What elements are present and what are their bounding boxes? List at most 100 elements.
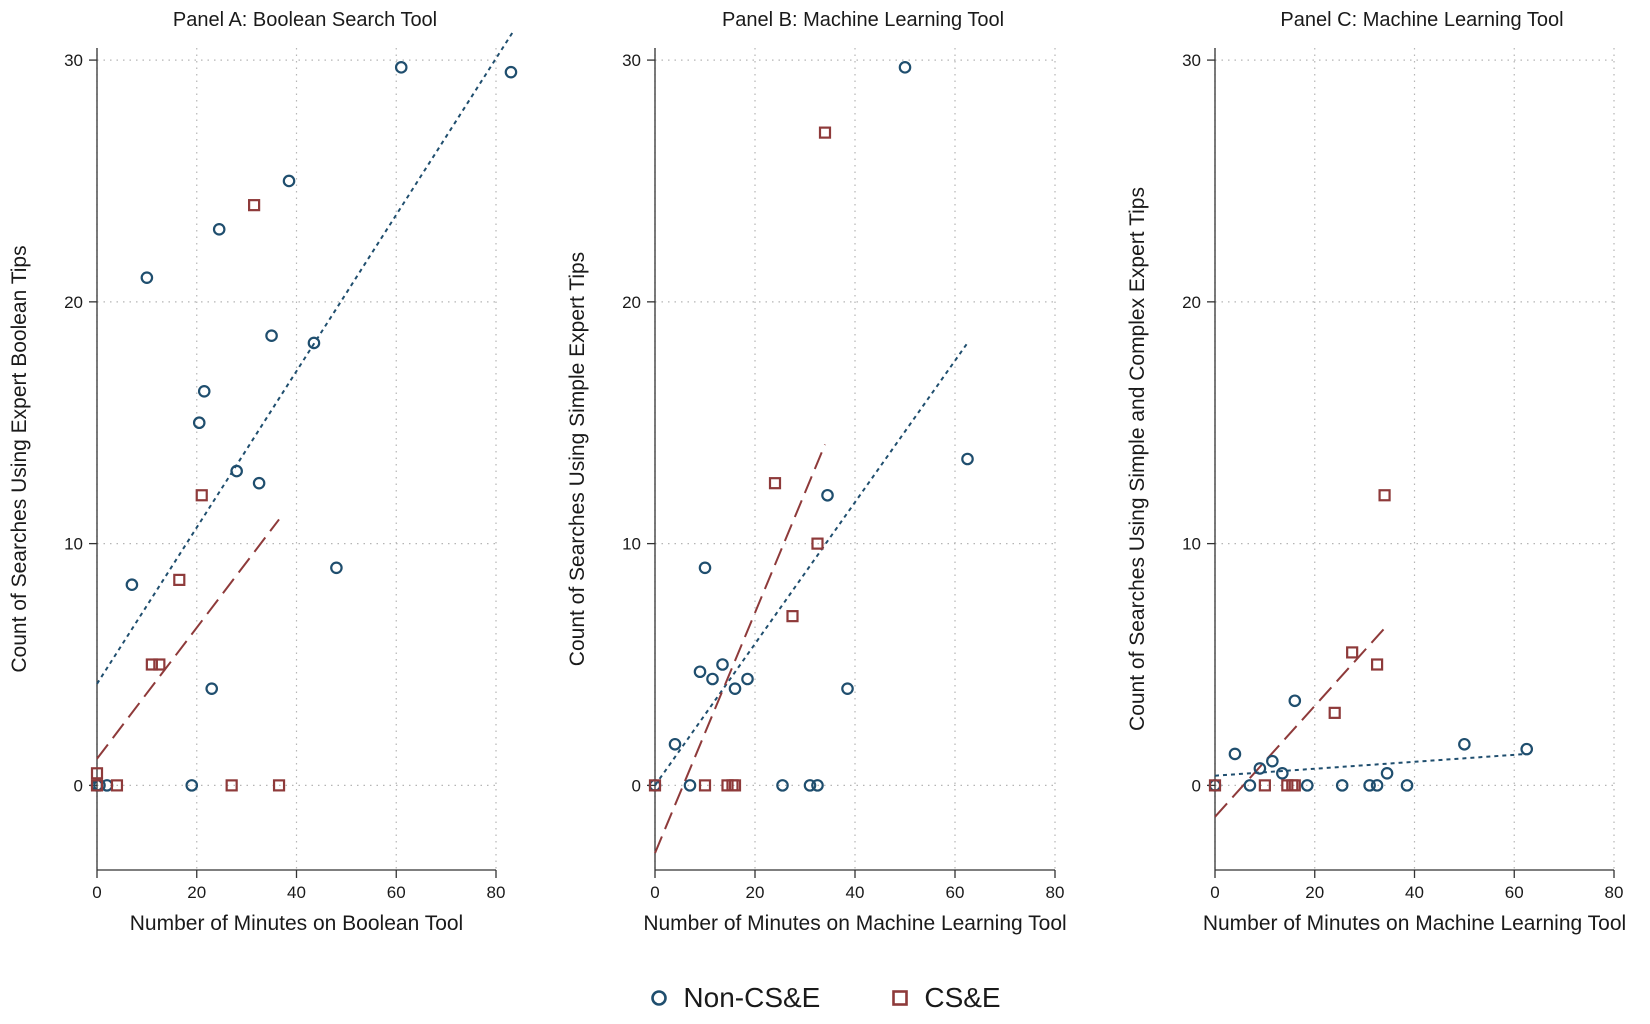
panel-b-title: Panel B: Machine Learning Tool	[722, 9, 1004, 31]
panel-b-x-tick-label: 60	[946, 883, 965, 902]
panel-c-y-axis-label: Count of Searches Using Simple and Compl…	[1126, 187, 1149, 731]
panel-a-x-tick-label: 40	[287, 883, 306, 902]
panel-a-point-non-cse	[265, 329, 278, 342]
panel-c-point-non-cse	[1400, 779, 1414, 792]
panel-c-point-non-cse	[1276, 766, 1289, 780]
panel-a-point-cse	[90, 779, 104, 792]
panel-a-point-non-cse	[394, 61, 408, 74]
panel-a-point-cse	[173, 573, 186, 586]
panel-b-point-non-cse	[698, 561, 712, 575]
panel-a-point-non-cse	[212, 223, 226, 236]
panel-a-x-tick-label: 60	[387, 883, 406, 902]
panel-a-y-tick-label: 10	[64, 535, 83, 554]
panel-a-point-cse	[90, 767, 104, 780]
panel-c-point-cse	[1258, 779, 1271, 792]
panel-c-point-cse	[1378, 489, 1391, 502]
panel-b-point-non-cse	[706, 672, 719, 686]
panel-b-y-tick-label: 10	[622, 535, 641, 554]
panel-b-point-cse	[811, 537, 824, 550]
legend-item-cse: CS&E	[890, 982, 1001, 1014]
panel-c-x-tick-label: 40	[1405, 883, 1424, 902]
panel-b-point-non-cse	[841, 682, 854, 695]
panel-c-y-tick-label: 20	[1182, 293, 1201, 312]
panel-b-point-cse	[728, 779, 742, 792]
panel-c-x-axis-label: Number of Minutes on Machine Learning To…	[1203, 912, 1626, 935]
panel-a-point-cse	[145, 658, 158, 671]
panel-a-point-non-cse	[185, 779, 199, 792]
panel-a-point-non-cse	[140, 271, 154, 284]
panel-b-y-tick-label: 20	[622, 293, 641, 312]
panel-b-point-cse	[768, 477, 782, 490]
panel-b-point-cse	[786, 610, 799, 623]
panel-b-point-non-cse	[741, 672, 754, 686]
panel-a-point-non-cse	[205, 682, 219, 695]
panel-a-x-tick-label: 80	[487, 883, 506, 902]
legend-square-marker	[892, 990, 909, 1006]
panel-a-title: Panel A: Boolean Search Tool	[173, 9, 437, 31]
panel-c-point-non-cse	[1266, 754, 1279, 768]
panel-c-point-non-cse	[1520, 742, 1534, 756]
panel-c-x-tick-label: 0	[1210, 883, 1219, 902]
panel-c-fit-line-cse	[1214, 627, 1386, 818]
panel-b-x-tick-label: 80	[1046, 883, 1065, 902]
panel-b-x-tick-label: 40	[846, 883, 865, 902]
panel-a-y-axis-label: Count of Searches Using Expert Boolean T…	[8, 245, 31, 672]
panel-b-point-non-cse	[821, 488, 834, 502]
panel-c-x-tick-label: 20	[1305, 883, 1324, 902]
legend-label-cse: CS&E	[924, 982, 1001, 1013]
panel-a-x-tick-label: 20	[187, 883, 206, 902]
panel-a-point-cse	[272, 779, 286, 792]
panel-b-point-non-cse	[683, 779, 697, 792]
panel-b-x-tick-label: 20	[746, 883, 765, 902]
panel-a-point-non-cse	[197, 385, 211, 398]
panel-b-fit-line-cse	[654, 444, 826, 854]
panel-a-point-non-cse	[504, 65, 518, 79]
panel-a-point-cse	[248, 199, 261, 212]
panel-b-point-non-cse	[811, 779, 824, 792]
panel-c-y-tick-label: 10	[1182, 535, 1201, 554]
panel-b-point-non-cse	[776, 779, 789, 792]
panel-b-point-non-cse	[716, 658, 729, 671]
panel-a-point-non-cse	[307, 336, 321, 350]
panel-a-y-tick-label: 0	[74, 776, 83, 795]
panel-c-point-non-cse	[1370, 779, 1384, 792]
panel-c-title: Panel C: Machine Learning Tool	[1280, 9, 1563, 31]
panel-c-point-cse	[1208, 779, 1222, 792]
panel-c-point-non-cse	[1300, 779, 1314, 792]
panel-c-point-non-cse	[1363, 779, 1376, 792]
panel-a-point-non-cse	[282, 174, 296, 188]
panel-a-y-tick-label: 20	[64, 293, 83, 312]
panel-c-point-non-cse	[1228, 747, 1242, 761]
panel-b-point-non-cse	[803, 779, 817, 792]
panel-a-point-non-cse	[192, 416, 206, 430]
panel-a-point-cse	[110, 779, 124, 792]
panel-b-point-cse	[648, 779, 662, 792]
panel-c-point-non-cse	[1335, 779, 1349, 792]
panel-a-point-cse	[195, 489, 208, 502]
legend-item-non-cse: Non-CS&E	[649, 982, 820, 1014]
panel-c-x-tick-label: 60	[1505, 883, 1524, 902]
panel-b-point-non-cse	[693, 665, 707, 679]
panel-b-y-tick-label: 0	[632, 776, 641, 795]
panel-c-point-non-cse	[1458, 737, 1471, 751]
panel-c-x-tick-label: 80	[1605, 883, 1624, 902]
panel-c-point-non-cse	[1380, 766, 1394, 780]
panel-b-y-axis-label: Count of Searches Using Simple Expert Ti…	[566, 252, 589, 666]
panel-b-fit-line-non-cse	[654, 342, 969, 786]
panel-a-point-non-cse	[330, 561, 343, 575]
panel-a-fit-line-non-cse	[96, 30, 515, 685]
panel-a-x-tick-label: 0	[92, 883, 101, 902]
legend-label-non-cse: Non-CS&E	[683, 982, 821, 1013]
legend-circle-marker	[651, 990, 668, 1006]
panel-c-y-tick-label: 30	[1182, 51, 1201, 70]
panel-b-point-non-cse	[961, 452, 974, 466]
panel-b-point-non-cse	[728, 682, 742, 695]
panel-a-point-cse	[225, 779, 238, 792]
panel-b-x-axis-label: Number of Minutes on Machine Learning To…	[643, 912, 1066, 935]
panel-c-point-non-cse	[1253, 762, 1267, 775]
panel-c-point-cse	[1328, 706, 1341, 719]
panel-c-point-cse	[1288, 779, 1301, 792]
panel-c-point-non-cse	[1288, 694, 1302, 708]
panel-b-y-tick-label: 30	[622, 51, 641, 70]
